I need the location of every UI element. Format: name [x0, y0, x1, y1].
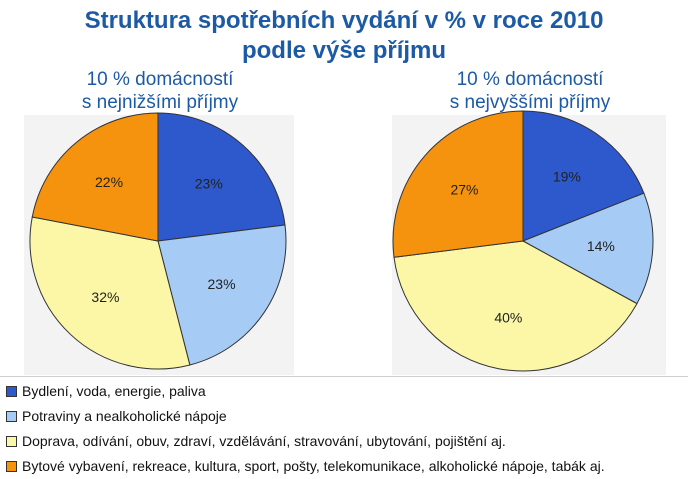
right-pie-slice-doprava	[393, 240, 638, 372]
chart-title: Struktura spotřebních vydání v % v roce …	[0, 6, 688, 66]
legend-swatch-doprava	[6, 435, 17, 447]
chart-title-line1: Struktura spotřebních vydání v % v roce …	[84, 7, 604, 34]
right-pie-label-bydleni: 19%	[553, 168, 581, 184]
right-pie-slice-bydleni	[522, 110, 645, 242]
left-pie-label-potraviny: 23%	[208, 276, 236, 292]
left-pie-slice-bytove	[31, 112, 159, 242]
right-pie-label-potraviny: 14%	[587, 238, 615, 254]
right-pie-slice-potraviny	[521, 192, 654, 305]
right-pie-label-bytove: 27%	[450, 181, 478, 197]
legend: Bydlení, voda, energie, paliva Potraviny…	[0, 376, 688, 479]
legend-item-bydleni: Bydlení, voda, energie, paliva	[6, 381, 206, 401]
right-pie-subtitle-line1: 10 % domácností	[456, 69, 604, 90]
left-pie-subtitle: 10 % domácností s nejnižšími příjmy	[40, 68, 280, 114]
left-pie-slice-bydleni	[157, 112, 286, 242]
right-pie-chart: 19% 14% 40% 27%	[392, 110, 654, 372]
legend-label-bydleni: Bydlení, voda, energie, paliva	[22, 383, 206, 399]
left-pie-chart: 23% 23% 32% 22%	[29, 112, 287, 370]
legend-label-doprava: Doprava, odívání, obuv, zdraví, vzdělává…	[22, 433, 506, 449]
legend-label-potraviny: Potraviny a nealkoholické nápoje	[22, 408, 227, 424]
left-pie-subtitle-line1: 10 % domácností	[86, 69, 234, 90]
legend-item-bytove: Bytové vybavení, rekreace, kultura, spor…	[6, 456, 605, 476]
left-pie-label-doprava: 32%	[91, 289, 119, 305]
right-pie-subtitle-line2: s nejvyššími příjmy	[449, 92, 611, 113]
left-pie-slice-doprava	[29, 216, 191, 370]
left-pie-subtitle-line2: s nejnižšími příjmy	[81, 92, 239, 113]
left-pie-label-bytove: 22%	[95, 174, 123, 190]
legend-item-potraviny: Potraviny a nealkoholické nápoje	[6, 406, 227, 426]
chart-title-line2: podle výše příjmu	[241, 37, 447, 64]
legend-swatch-bytove	[6, 460, 17, 472]
legend-swatch-bydleni	[6, 385, 17, 397]
legend-label-bytove: Bytové vybavení, rekreace, kultura, spor…	[22, 458, 605, 474]
left-pie-label-bydleni: 23%	[195, 175, 223, 191]
right-pie-subtitle: 10 % domácností s nejvyššími příjmy	[410, 68, 650, 114]
left-pie-slice-potraviny	[157, 224, 287, 366]
right-pie-label-doprava: 40%	[494, 310, 522, 326]
legend-item-doprava: Doprava, odívání, obuv, zdraví, vzdělává…	[6, 431, 506, 451]
legend-swatch-potraviny	[6, 410, 17, 422]
right-pie-slice-bytove	[392, 110, 524, 258]
